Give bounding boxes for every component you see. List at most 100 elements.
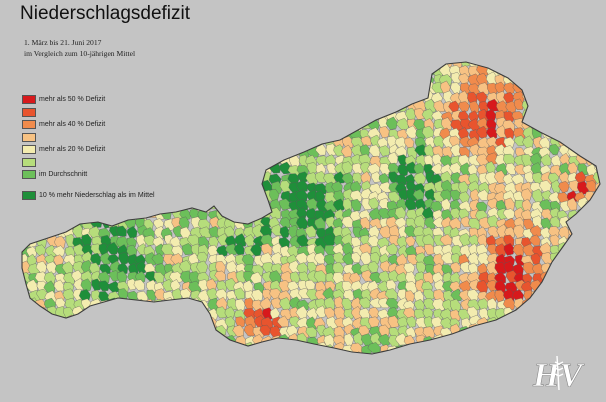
municipality-cell xyxy=(145,323,156,336)
municipality-cell xyxy=(235,316,246,329)
municipality-cell xyxy=(107,144,121,157)
municipality-cell xyxy=(277,353,290,354)
municipality-cell xyxy=(216,91,228,106)
municipality-cell xyxy=(442,341,454,354)
legend-item-8: 10 % mehr Niederschlag als im Mittel xyxy=(22,190,155,201)
municipality-cell xyxy=(379,82,390,95)
municipality-cell xyxy=(422,233,435,248)
municipality-cell xyxy=(146,84,158,97)
municipality-cell xyxy=(424,216,436,229)
municipality-cell xyxy=(593,325,600,339)
municipality-cell xyxy=(576,217,587,231)
legend-label-3: mehr als 40 % Defizit xyxy=(39,121,106,128)
municipality-cell xyxy=(485,352,497,354)
municipality-cell xyxy=(334,317,346,328)
municipality-cell xyxy=(504,197,515,212)
municipality-cell xyxy=(262,288,272,301)
municipality-cell xyxy=(584,108,597,120)
municipality-cell xyxy=(378,181,392,193)
municipality-cell xyxy=(43,271,56,285)
municipality-cell xyxy=(450,288,463,302)
municipality-cell xyxy=(546,72,560,85)
municipality-cell xyxy=(80,351,93,354)
municipality-cell xyxy=(197,315,210,327)
municipality-cell xyxy=(558,110,570,122)
municipality-cell xyxy=(577,299,590,312)
municipality-cell xyxy=(169,72,182,86)
municipality-cell xyxy=(323,109,335,122)
municipality-cell xyxy=(188,143,200,157)
municipality-cell xyxy=(395,84,408,97)
municipality-cell xyxy=(173,62,184,67)
municipality-cell xyxy=(304,110,317,124)
municipality-cell xyxy=(115,317,128,330)
municipality-cell xyxy=(198,90,211,102)
municipality-cell xyxy=(90,154,101,167)
municipality-cell xyxy=(521,154,533,168)
municipality-cell xyxy=(269,362,280,375)
municipality-cell xyxy=(379,65,392,78)
municipality-cell xyxy=(592,305,600,320)
municipality-cell xyxy=(387,162,399,175)
municipality-cell xyxy=(585,272,597,284)
municipality-cell xyxy=(406,316,417,328)
municipality-cell xyxy=(442,362,452,376)
municipality-cell xyxy=(29,217,41,230)
municipality-cell xyxy=(304,75,318,86)
municipality-cell xyxy=(34,271,48,284)
municipality-cell xyxy=(269,73,282,85)
legend-label-5: mehr als 20 % Defizit xyxy=(39,146,106,153)
municipality-cell xyxy=(236,209,247,220)
municipality-cell xyxy=(196,192,208,203)
municipality-cell xyxy=(179,332,192,346)
municipality-cell xyxy=(495,125,507,138)
municipality-cell xyxy=(170,345,182,354)
municipality-cell xyxy=(270,66,283,79)
municipality-cell xyxy=(434,363,445,375)
municipality-cell xyxy=(188,334,200,347)
municipality-cell xyxy=(504,351,516,354)
municipality-cell xyxy=(349,190,363,203)
municipality-cell xyxy=(251,116,263,132)
municipality-cell xyxy=(450,172,462,185)
municipality-cell xyxy=(522,261,535,275)
municipality-cell xyxy=(206,62,217,66)
municipality-cell xyxy=(262,63,273,77)
municipality-cell xyxy=(334,81,347,96)
municipality-cell xyxy=(179,126,191,140)
municipality-cell xyxy=(126,334,139,348)
municipality-cell xyxy=(459,62,472,68)
municipality-cell xyxy=(108,134,119,148)
municipality-cell xyxy=(297,72,310,86)
municipality-cell xyxy=(180,192,193,203)
municipality-cell xyxy=(289,64,302,77)
municipality-cell xyxy=(127,101,138,116)
municipality-cell xyxy=(253,98,265,112)
municipality-cell xyxy=(495,363,507,374)
municipality-cell xyxy=(223,62,237,66)
municipality-cell xyxy=(289,288,302,301)
municipality-cell xyxy=(296,171,310,183)
municipality-cell xyxy=(513,224,525,239)
municipality-cell xyxy=(353,109,364,123)
municipality-cell xyxy=(179,298,191,311)
municipality-cell xyxy=(585,208,598,222)
municipality-cell xyxy=(199,164,211,177)
municipality-cell xyxy=(277,107,290,122)
municipality-cell xyxy=(503,316,515,330)
municipality-cell xyxy=(341,82,353,96)
municipality-cell xyxy=(54,128,67,141)
hv-logo: HV xyxy=(532,355,585,394)
municipality-cell xyxy=(133,62,147,68)
municipality-cell xyxy=(594,318,600,330)
municipality-cell xyxy=(487,243,498,255)
municipality-cell xyxy=(432,62,444,69)
municipality-cell xyxy=(198,119,210,132)
municipality-cell xyxy=(398,188,409,201)
municipality-cell xyxy=(548,226,561,239)
municipality-cell xyxy=(53,218,66,231)
municipality-cell xyxy=(549,308,562,321)
municipality-cell xyxy=(134,351,146,354)
municipality-cell xyxy=(146,289,157,302)
municipality-cell xyxy=(127,326,140,337)
